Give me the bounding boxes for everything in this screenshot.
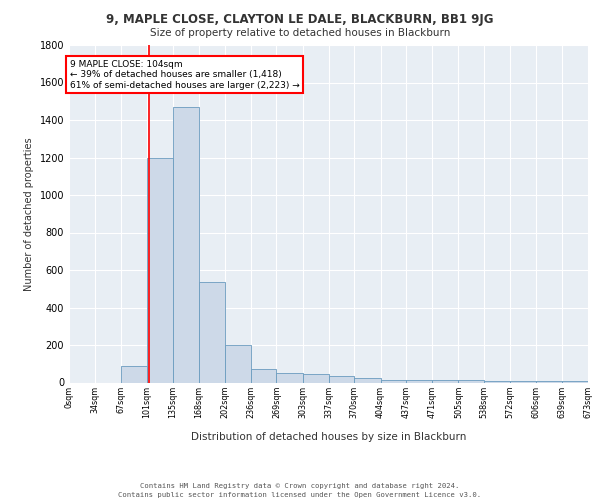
Bar [277, 373, 302, 382]
Bar [251, 370, 277, 382]
Bar [510, 381, 536, 382]
Bar [536, 381, 562, 382]
Text: Size of property relative to detached houses in Blackburn: Size of property relative to detached ho… [150, 28, 450, 38]
Bar [458, 380, 484, 382]
Bar [225, 345, 251, 383]
Text: 9, MAPLE CLOSE, CLAYTON LE DALE, BLACKBURN, BB1 9JG: 9, MAPLE CLOSE, CLAYTON LE DALE, BLACKBU… [106, 12, 494, 26]
Text: Contains HM Land Registry data © Crown copyright and database right 2024.
Contai: Contains HM Land Registry data © Crown c… [118, 483, 482, 498]
Y-axis label: Number of detached properties: Number of detached properties [24, 137, 34, 290]
Bar [302, 374, 329, 382]
Bar [355, 378, 380, 382]
Bar [199, 282, 225, 382]
Text: 9 MAPLE CLOSE: 104sqm
← 39% of detached houses are smaller (1,418)
61% of semi-d: 9 MAPLE CLOSE: 104sqm ← 39% of detached … [70, 60, 299, 90]
Bar [121, 366, 147, 382]
Bar [380, 380, 406, 382]
Bar [173, 107, 199, 382]
Bar [329, 376, 355, 382]
Bar [562, 381, 588, 382]
Bar [147, 158, 173, 382]
Bar [484, 380, 510, 382]
Bar [432, 380, 458, 382]
Text: Distribution of detached houses by size in Blackburn: Distribution of detached houses by size … [191, 432, 466, 442]
Bar [406, 380, 432, 382]
